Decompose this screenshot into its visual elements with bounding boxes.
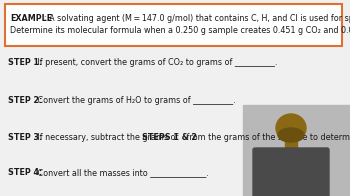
Text: : A solvating agent (Μ = 147.0 g/mol) that contains C, H, and Cl is used for spe: : A solvating agent (Μ = 147.0 g/mol) th… [44,14,350,23]
Text: If necessary, subtract the grams of: If necessary, subtract the grams of [35,133,181,142]
Text: Convert the grams of H₂O to grams of __________.: Convert the grams of H₂O to grams of ___… [35,96,236,105]
Text: STEPS 1 & 2: STEPS 1 & 2 [142,133,197,142]
Text: STEP 1:: STEP 1: [8,58,42,67]
Bar [285,140,297,150]
Text: EXAMPLE: EXAMPLE [10,14,52,23]
FancyBboxPatch shape [5,4,342,46]
Text: STEP 4:: STEP 4: [8,168,42,177]
Text: Determine its molecular formula when a 0.250 g sample creates 0.451 g CO₂ and 0.: Determine its molecular formula when a 0… [10,26,350,35]
Text: STEP 3:: STEP 3: [8,133,42,142]
Text: STEP 2:: STEP 2: [8,96,42,105]
Text: from the grams of the sample to determine th: from the grams of the sample to determin… [184,133,350,142]
Bar [243,105,350,196]
FancyBboxPatch shape [253,148,329,196]
Text: If present, convert the grams of CO₂ to grams of __________.: If present, convert the grams of CO₂ to … [35,58,277,67]
Ellipse shape [278,128,304,142]
Ellipse shape [276,114,306,142]
Text: Convert all the masses into ______________.: Convert all the masses into ____________… [35,168,209,177]
